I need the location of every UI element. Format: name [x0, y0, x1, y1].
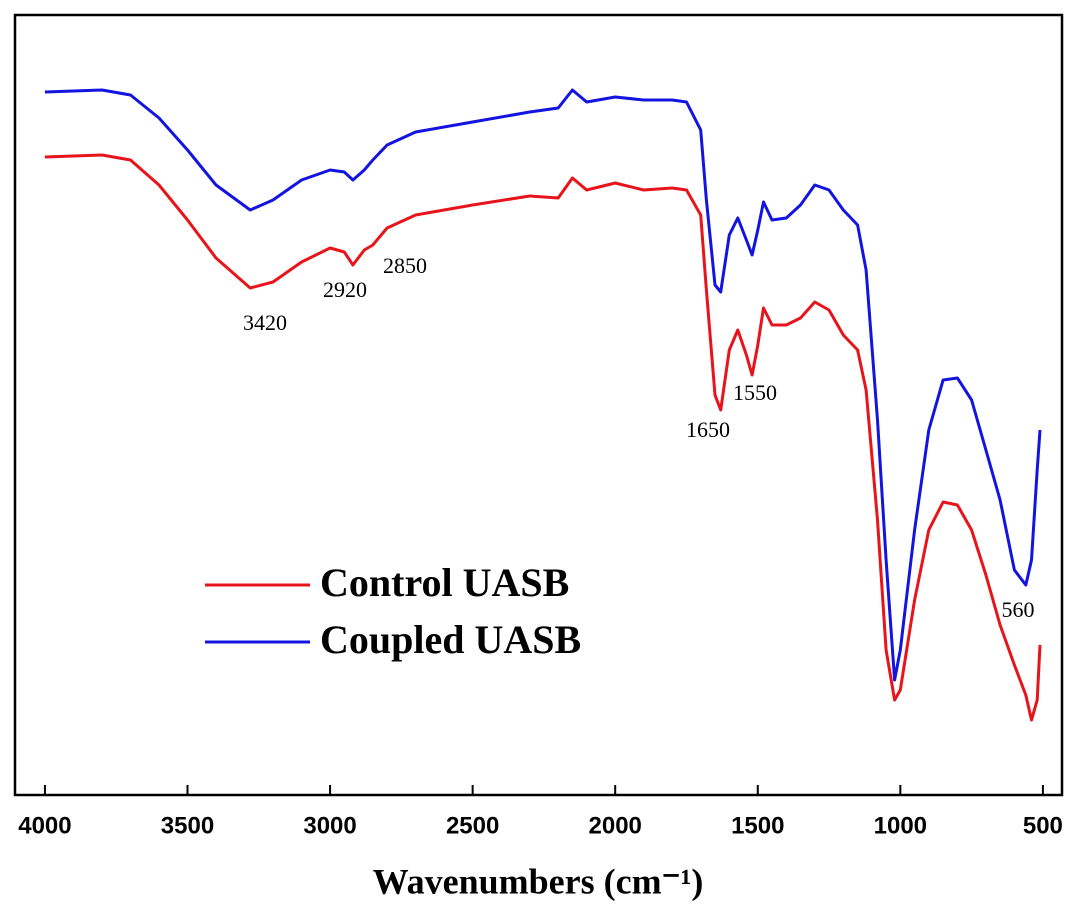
x-axis-title: Wavenumbers (cm⁻¹)	[373, 861, 704, 901]
annotation: 1550	[733, 380, 777, 405]
x-tick-label: 1000	[874, 812, 927, 839]
annotation: 1650	[686, 417, 730, 442]
x-tick-label: 2500	[446, 812, 499, 839]
series-line	[44, 88, 1042, 682]
x-tick-label: 500	[1023, 812, 1063, 839]
annotation: 560	[1002, 597, 1035, 622]
legend-label: Coupled UASB	[320, 617, 581, 662]
x-tick-label: 2000	[589, 812, 642, 839]
annotation: 2920	[323, 277, 367, 302]
legend-label: Control UASB	[320, 560, 569, 605]
x-tick-label: 4000	[18, 812, 71, 839]
annotation: 3420	[243, 310, 287, 335]
plot-frame	[13, 13, 1064, 797]
series-line	[44, 153, 1042, 722]
x-tick-label: 1500	[731, 812, 784, 839]
annotation: 2850	[383, 253, 427, 278]
x-tick-label: 3500	[161, 812, 214, 839]
x-tick-label: 3000	[303, 812, 356, 839]
